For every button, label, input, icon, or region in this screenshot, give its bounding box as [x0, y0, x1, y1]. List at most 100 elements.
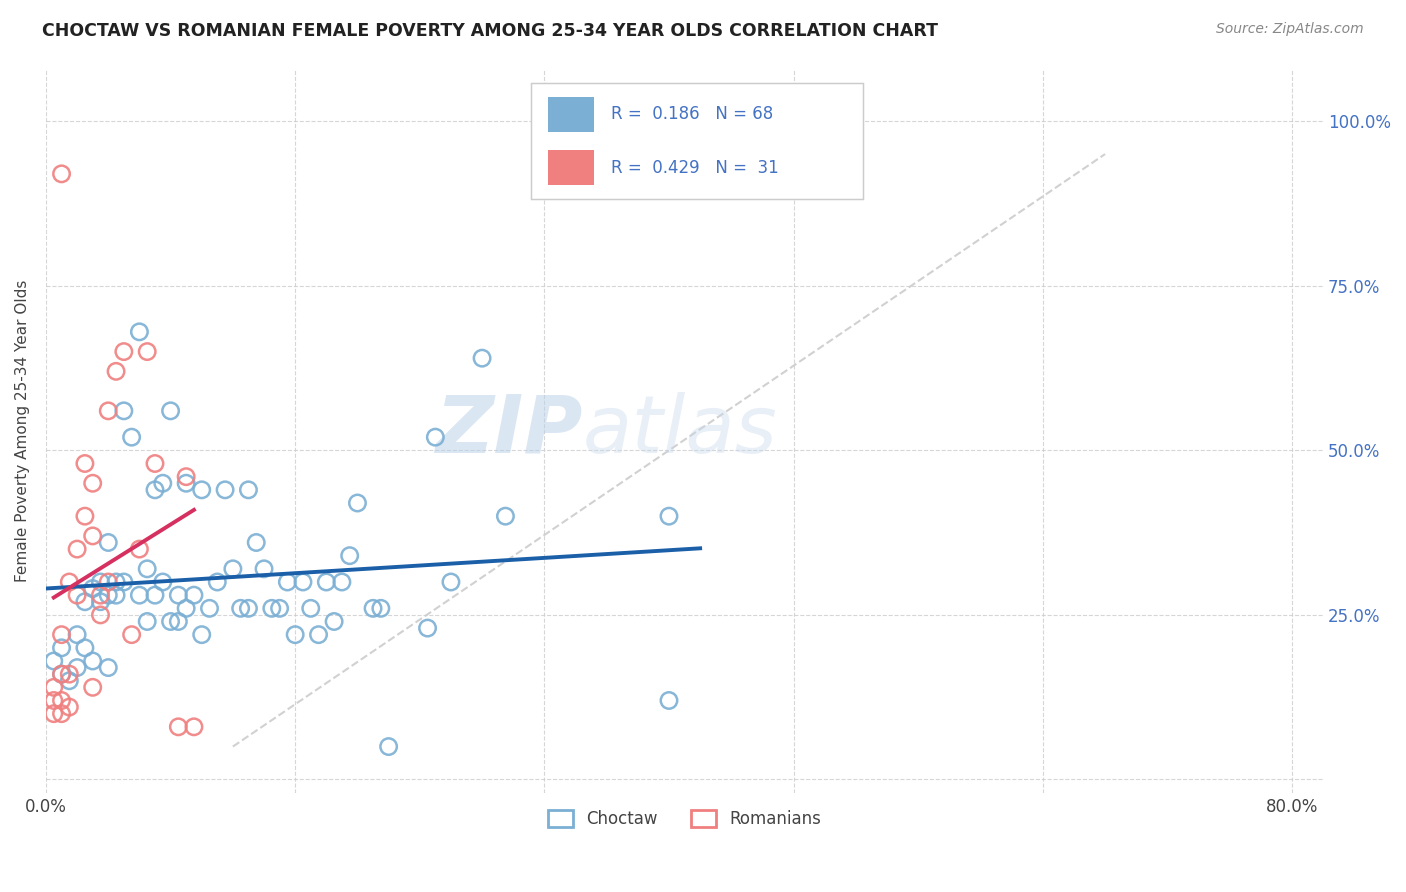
Point [190, 628, 212, 642]
Point [291, 574, 314, 589]
Point [229, 601, 252, 615]
Point [183, 720, 205, 734]
Point [42, 706, 65, 721]
Point [222, 562, 245, 576]
Point [51, 667, 73, 681]
Point [183, 588, 205, 602]
Point [346, 496, 368, 510]
Point [245, 535, 267, 549]
Point [73, 640, 96, 655]
Point [136, 344, 159, 359]
Point [82, 582, 104, 596]
Point [97, 660, 120, 674]
Point [89, 574, 111, 589]
Point [112, 344, 135, 359]
Point [330, 574, 353, 589]
Point [82, 476, 104, 491]
Point [42, 681, 65, 695]
Point [105, 588, 128, 602]
Point [198, 601, 221, 615]
Point [97, 404, 120, 418]
Point [136, 562, 159, 576]
Point [73, 509, 96, 524]
Point [238, 483, 260, 497]
Point [174, 469, 197, 483]
Point [89, 595, 111, 609]
Point [121, 628, 143, 642]
Point [276, 574, 298, 589]
Point [361, 601, 384, 615]
Point [238, 601, 260, 615]
Point [105, 364, 128, 378]
Point [105, 574, 128, 589]
Point [269, 601, 291, 615]
Point [121, 430, 143, 444]
Point [416, 621, 439, 635]
Point [66, 542, 89, 557]
Point [315, 574, 337, 589]
Point [658, 509, 681, 524]
Point [136, 615, 159, 629]
Point [471, 351, 494, 366]
Point [167, 588, 190, 602]
Point [152, 476, 174, 491]
Point [214, 483, 236, 497]
Point [207, 574, 229, 589]
Point [97, 588, 120, 602]
Point [51, 693, 73, 707]
Point [58, 673, 80, 688]
Point [89, 607, 111, 622]
Point [128, 588, 150, 602]
Y-axis label: Female Poverty Among 25-34 Year Olds: Female Poverty Among 25-34 Year Olds [15, 279, 30, 582]
Text: atlas: atlas [582, 392, 778, 469]
Point [174, 476, 197, 491]
Point [494, 509, 516, 524]
Point [143, 588, 166, 602]
Point [425, 430, 447, 444]
Point [51, 706, 73, 721]
Point [128, 325, 150, 339]
Point [260, 601, 283, 615]
Point [51, 167, 73, 181]
Point [152, 574, 174, 589]
Point [190, 483, 212, 497]
Point [370, 601, 392, 615]
Point [174, 601, 197, 615]
Point [58, 667, 80, 681]
Legend: Choctaw, Romanians: Choctaw, Romanians [541, 804, 828, 835]
Point [143, 483, 166, 497]
Point [112, 574, 135, 589]
Point [51, 628, 73, 642]
Point [97, 535, 120, 549]
Point [128, 542, 150, 557]
Point [42, 654, 65, 668]
Text: Source: ZipAtlas.com: Source: ZipAtlas.com [1216, 22, 1364, 37]
Point [73, 595, 96, 609]
Point [66, 628, 89, 642]
Point [143, 457, 166, 471]
Point [167, 720, 190, 734]
Point [159, 615, 181, 629]
Point [66, 660, 89, 674]
Point [51, 640, 73, 655]
Point [42, 693, 65, 707]
Point [440, 574, 463, 589]
Text: ZIP: ZIP [434, 392, 582, 469]
Point [339, 549, 361, 563]
Point [159, 404, 181, 418]
Point [299, 601, 322, 615]
Point [167, 615, 190, 629]
Point [323, 615, 346, 629]
Point [66, 588, 89, 602]
Point [82, 681, 104, 695]
Point [58, 700, 80, 714]
Point [58, 574, 80, 589]
Point [97, 574, 120, 589]
Point [253, 562, 276, 576]
Text: CHOCTAW VS ROMANIAN FEMALE POVERTY AMONG 25-34 YEAR OLDS CORRELATION CHART: CHOCTAW VS ROMANIAN FEMALE POVERTY AMONG… [42, 22, 938, 40]
Point [82, 529, 104, 543]
Point [73, 457, 96, 471]
Point [51, 667, 73, 681]
Point [658, 693, 681, 707]
Point [82, 654, 104, 668]
